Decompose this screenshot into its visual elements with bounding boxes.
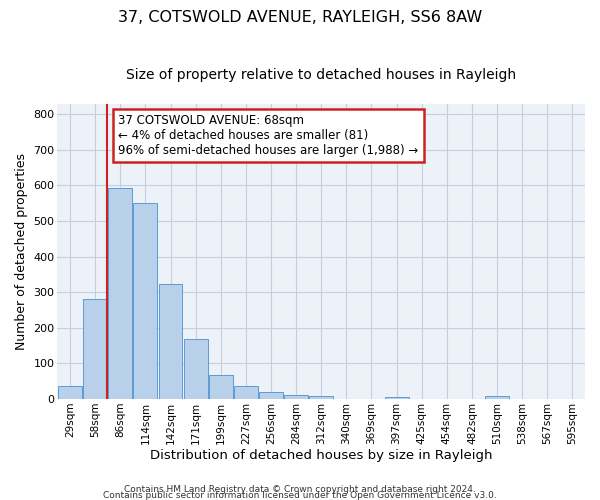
Text: Contains HM Land Registry data © Crown copyright and database right 2024.: Contains HM Land Registry data © Crown c… bbox=[124, 484, 476, 494]
Bar bbox=[385, 398, 409, 399]
Bar bbox=[309, 396, 333, 399]
Bar bbox=[109, 188, 132, 399]
Bar bbox=[184, 339, 208, 399]
Text: Contains public sector information licensed under the Open Government Licence v3: Contains public sector information licen… bbox=[103, 490, 497, 500]
Bar bbox=[485, 396, 509, 399]
Bar bbox=[234, 386, 258, 399]
Bar bbox=[158, 284, 182, 399]
Text: 37, COTSWOLD AVENUE, RAYLEIGH, SS6 8AW: 37, COTSWOLD AVENUE, RAYLEIGH, SS6 8AW bbox=[118, 10, 482, 25]
Bar bbox=[284, 396, 308, 399]
Bar bbox=[58, 386, 82, 399]
Bar bbox=[209, 375, 233, 399]
Y-axis label: Number of detached properties: Number of detached properties bbox=[15, 153, 28, 350]
Bar bbox=[133, 203, 157, 399]
Title: Size of property relative to detached houses in Rayleigh: Size of property relative to detached ho… bbox=[126, 68, 516, 82]
Bar bbox=[83, 300, 107, 399]
X-axis label: Distribution of detached houses by size in Rayleigh: Distribution of detached houses by size … bbox=[150, 450, 493, 462]
Text: 37 COTSWOLD AVENUE: 68sqm
← 4% of detached houses are smaller (81)
96% of semi-d: 37 COTSWOLD AVENUE: 68sqm ← 4% of detach… bbox=[118, 114, 418, 157]
Bar bbox=[259, 392, 283, 399]
